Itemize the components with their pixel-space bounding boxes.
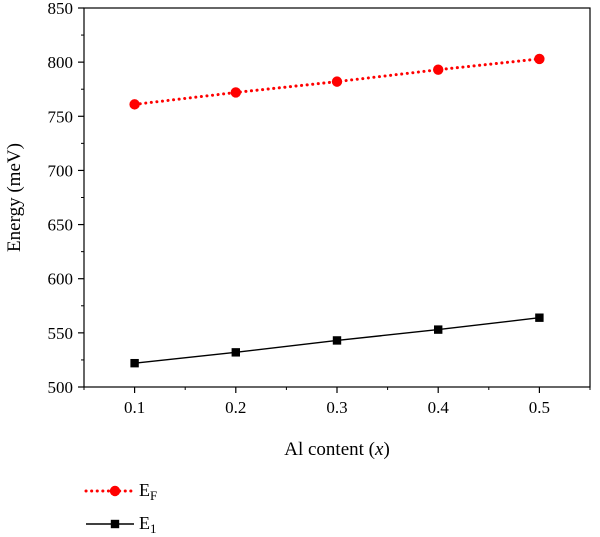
data-point <box>130 358 139 368</box>
y-tick-label: 750 <box>48 107 74 126</box>
data-point <box>434 325 443 334</box>
x-tick-label: 0.5 <box>529 398 550 417</box>
x-tick-label: 0.3 <box>326 398 347 417</box>
data-point <box>129 99 140 110</box>
plot-frame <box>83 7 591 388</box>
legend: EF E1 <box>84 480 157 536</box>
data-point <box>332 336 342 345</box>
y-tick-label: 700 <box>48 161 74 180</box>
y-tick-label: 650 <box>48 216 74 235</box>
legend-item-ef: EF <box>84 480 157 503</box>
legend-marker-ef <box>109 485 121 497</box>
data-point <box>534 53 545 65</box>
x-axis-title: Al content (x) <box>284 439 390 460</box>
x-tick-label: 0.2 <box>225 398 246 417</box>
series-line <box>133 57 541 106</box>
ticks-layer: 0.1 0.2 0.3 0.4 0.5 500 550 600 650 700 750 800 850 <box>48 0 591 417</box>
data-point <box>535 313 544 322</box>
y-axis-title: Energy (meV) <box>4 143 25 252</box>
y-tick-label: 850 <box>48 0 74 18</box>
x-tick-label: 0.1 <box>124 398 145 417</box>
x-tick-label: 0.4 <box>428 398 450 417</box>
legend-label-ef: EF <box>139 480 157 503</box>
legend-item-e1: E1 <box>86 513 157 536</box>
data-point <box>230 87 241 98</box>
series-layer <box>129 53 545 368</box>
legend-marker-e1 <box>110 519 120 529</box>
y-tick-label: 800 <box>48 53 74 72</box>
data-point <box>331 76 343 87</box>
legend-label-e1: E1 <box>139 513 157 536</box>
y-tick-label: 500 <box>48 378 74 397</box>
data-point <box>433 64 444 75</box>
data-point <box>231 348 240 357</box>
y-tick-label: 550 <box>48 324 74 343</box>
y-tick-label: 600 <box>48 270 74 289</box>
